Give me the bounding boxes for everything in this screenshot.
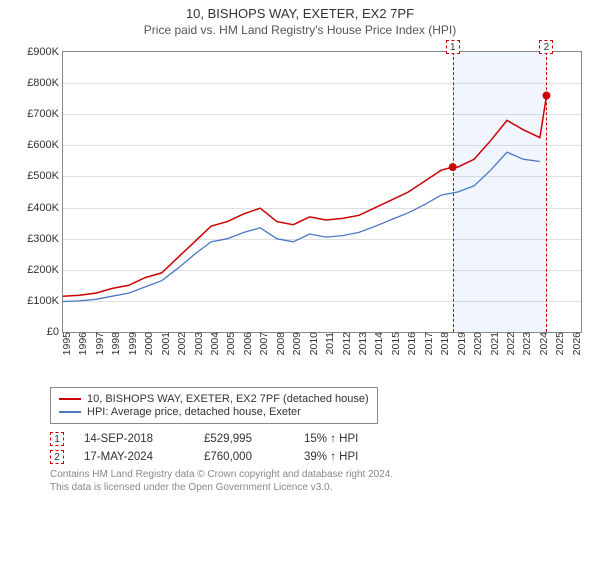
y-axis-tick: £400K xyxy=(27,202,63,214)
series-line xyxy=(63,152,540,301)
legend-swatch xyxy=(59,398,81,400)
y-axis-tick: £100K xyxy=(27,295,63,307)
y-axis-tick: £300K xyxy=(27,233,63,245)
x-axis-tick: 2011 xyxy=(322,332,336,355)
price-dot xyxy=(542,92,550,100)
x-axis-tick: 2004 xyxy=(207,332,221,355)
x-axis-tick: 1996 xyxy=(75,332,89,355)
x-axis-tick: 2002 xyxy=(174,332,188,355)
x-axis-tick: 2024 xyxy=(536,332,550,355)
x-axis-tick: 2025 xyxy=(552,332,566,355)
x-axis-tick: 2018 xyxy=(437,332,451,355)
x-axis-tick: 1998 xyxy=(108,332,122,355)
x-axis-tick: 2012 xyxy=(339,332,353,355)
legend: 10, BISHOPS WAY, EXETER, EX2 7PF (detach… xyxy=(50,387,378,424)
chart-container: £0£100K£200K£300K£400K£500K£600K£700K£80… xyxy=(10,41,590,381)
x-axis-tick: 2022 xyxy=(503,332,517,355)
x-axis-tick: 2001 xyxy=(158,332,172,355)
y-axis-tick: £700K xyxy=(27,108,63,120)
event-table: 1 14-SEP-2018 £529,995 15% ↑ HPI 2 17-MAY-202… xyxy=(50,432,580,464)
x-axis-tick: 2015 xyxy=(388,332,402,355)
price-dot xyxy=(449,163,457,171)
attribution-line-2: This data is licensed under the Open Gov… xyxy=(50,481,580,494)
chart-subtitle: Price paid vs. HM Land Registry's House … xyxy=(0,23,600,37)
y-axis-tick: £900K xyxy=(27,46,63,58)
legend-label: 10, BISHOPS WAY, EXETER, EX2 7PF (detach… xyxy=(87,393,369,405)
y-axis-tick: £800K xyxy=(27,77,63,89)
x-axis-tick: 2014 xyxy=(371,332,385,355)
legend-label: HPI: Average price, detached house, Exet… xyxy=(87,406,301,418)
x-axis-tick: 2003 xyxy=(191,332,205,355)
event-number-box: 1 xyxy=(50,432,64,446)
event-pct: 15% ↑ HPI xyxy=(304,433,394,445)
plot-area: £0£100K£200K£300K£400K£500K£600K£700K£80… xyxy=(62,51,582,333)
event-row: 2 17-MAY-2024 £760,000 39% ↑ HPI xyxy=(50,450,580,464)
x-axis-tick: 2021 xyxy=(487,332,501,355)
x-axis-tick: 2007 xyxy=(256,332,270,355)
event-price: £529,995 xyxy=(204,433,284,445)
series-svg xyxy=(63,52,581,332)
x-axis-tick: 2006 xyxy=(240,332,254,355)
series-line xyxy=(63,96,547,297)
event-date: 17-MAY-2024 xyxy=(84,451,184,463)
y-axis-tick: £200K xyxy=(27,264,63,276)
attribution: Contains HM Land Registry data © Crown c… xyxy=(50,468,580,494)
event-number-box: 2 xyxy=(50,450,64,464)
x-axis-tick: 2000 xyxy=(141,332,155,355)
x-axis-tick: 2026 xyxy=(569,332,583,355)
x-axis-tick: 2023 xyxy=(519,332,533,355)
y-axis-tick: £600K xyxy=(27,139,63,151)
legend-swatch xyxy=(59,411,81,413)
x-axis-tick: 2010 xyxy=(306,332,320,355)
x-axis-tick: 2009 xyxy=(289,332,303,355)
x-axis-tick: 2005 xyxy=(223,332,237,355)
event-pct: 39% ↑ HPI xyxy=(304,451,394,463)
x-axis-tick: 1999 xyxy=(125,332,139,355)
event-marker: 2 xyxy=(539,40,553,54)
attribution-line-1: Contains HM Land Registry data © Crown c… xyxy=(50,468,580,481)
x-axis-tick: 2019 xyxy=(454,332,468,355)
y-axis-tick: £500K xyxy=(27,170,63,182)
chart-title: 10, BISHOPS WAY, EXETER, EX2 7PF xyxy=(0,6,600,21)
event-row: 1 14-SEP-2018 £529,995 15% ↑ HPI xyxy=(50,432,580,446)
x-axis-tick: 2013 xyxy=(355,332,369,355)
legend-item: HPI: Average price, detached house, Exet… xyxy=(59,406,369,418)
legend-item: 10, BISHOPS WAY, EXETER, EX2 7PF (detach… xyxy=(59,393,369,405)
x-axis-tick: 2008 xyxy=(273,332,287,355)
event-date: 14-SEP-2018 xyxy=(84,433,184,445)
event-price: £760,000 xyxy=(204,451,284,463)
event-marker: 1 xyxy=(446,40,460,54)
x-axis-tick: 1995 xyxy=(59,332,73,355)
x-axis-tick: 2016 xyxy=(404,332,418,355)
x-axis-tick: 2017 xyxy=(421,332,435,355)
x-axis-tick: 1997 xyxy=(92,332,106,355)
x-axis-tick: 2020 xyxy=(470,332,484,355)
